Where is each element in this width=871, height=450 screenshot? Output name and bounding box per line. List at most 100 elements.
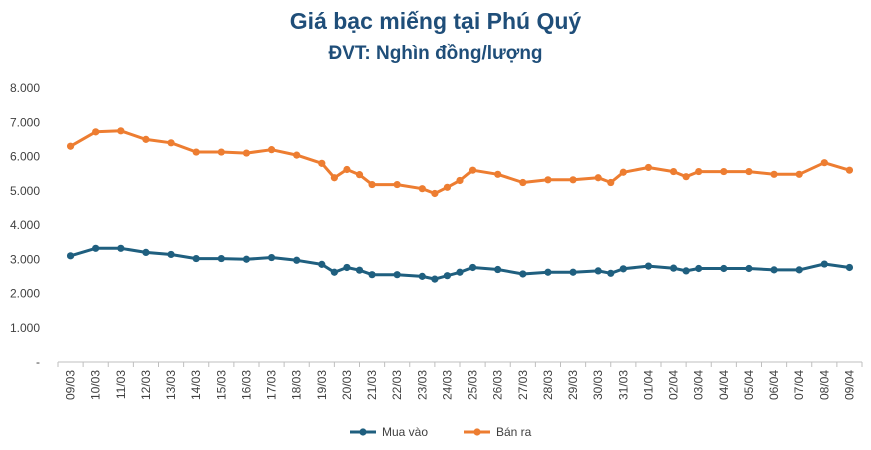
series-point [393, 180, 401, 189]
series-point [355, 171, 364, 179]
series-point [242, 149, 251, 157]
series-point [456, 268, 464, 276]
series-point [443, 183, 452, 191]
x-tick-label: 03/04 [692, 370, 706, 400]
series-point [167, 139, 175, 147]
series-point [845, 166, 854, 174]
series-point [242, 255, 251, 263]
legend-swatch-marker [359, 428, 367, 436]
series-point [644, 262, 653, 270]
series-point [494, 170, 502, 178]
series-point [544, 268, 552, 276]
series-point [343, 263, 351, 272]
series-point [92, 128, 100, 136]
x-tick-label: 12/03 [139, 370, 153, 400]
series-point [720, 264, 728, 273]
series-point [745, 264, 753, 273]
legend-label: Mua vào [382, 425, 428, 439]
chart-title: Giá bạc miếng tại Phú Quý [289, 8, 582, 34]
x-tick-label: 02/04 [667, 370, 681, 400]
y-tick-label: 6.000 [10, 150, 40, 164]
series-point [318, 260, 326, 268]
series-point [368, 180, 376, 189]
series-point [217, 148, 225, 156]
x-tick-label: 27/03 [516, 370, 530, 400]
series-point [494, 265, 502, 274]
legend-swatch-marker [473, 428, 481, 436]
series-point [594, 267, 602, 275]
series-point [594, 174, 602, 182]
series-line [69, 129, 850, 195]
x-tick-label: 07/04 [792, 370, 806, 400]
x-tick-label: 25/03 [466, 370, 480, 400]
series-point [343, 165, 351, 174]
series-point [318, 159, 326, 167]
series-point [720, 167, 728, 176]
series-point [770, 266, 778, 274]
series-point [820, 260, 828, 268]
series-point [682, 267, 690, 275]
y-tick-label: 8.000 [10, 81, 40, 95]
x-tick-label: 28/03 [541, 370, 555, 400]
series-point [544, 176, 552, 184]
y-tick-label: 5.000 [10, 184, 40, 198]
x-tick-label: 11/03 [114, 370, 128, 399]
chart-subtitle: ĐVT: Nghìn đồng/lượng [328, 43, 543, 64]
series-point [669, 264, 678, 272]
series-point [569, 176, 577, 184]
x-tick-label: 14/03 [189, 370, 203, 400]
series-point [355, 266, 364, 274]
series-point [619, 265, 627, 273]
y-tick-label: - [36, 355, 40, 369]
series-point [142, 248, 150, 256]
series-point [66, 252, 75, 260]
series-point [845, 263, 854, 272]
series-point [519, 270, 527, 278]
x-tick-label: 04/04 [717, 370, 731, 400]
series-point [468, 263, 477, 272]
series-point [443, 272, 452, 280]
series-point [192, 254, 200, 263]
x-tick-label: 09/04 [842, 370, 856, 400]
x-tick-label: 24/03 [440, 370, 454, 400]
series-point [669, 167, 678, 176]
x-tick-label: 19/03 [315, 370, 329, 400]
x-tick-label: 18/03 [290, 370, 304, 400]
y-tick-label: 1.000 [10, 321, 40, 335]
series-point [142, 135, 150, 143]
series-point [192, 148, 200, 156]
y-tick-label: 7.000 [10, 115, 40, 129]
x-tick-label: 08/04 [817, 370, 831, 400]
x-tick-label: 15/03 [214, 370, 228, 400]
x-tick-label: 06/04 [767, 370, 781, 400]
x-tick-label: 09/03 [64, 370, 78, 400]
x-tick-label: 21/03 [365, 370, 379, 400]
series-point [117, 244, 125, 252]
series-point [770, 170, 778, 178]
series-point [66, 142, 75, 150]
series-point [695, 264, 703, 273]
series-point [418, 272, 426, 280]
series-point [92, 244, 100, 252]
series-point [695, 167, 703, 176]
series-point [393, 271, 401, 279]
x-tick-label: 17/03 [265, 370, 279, 400]
series-point [607, 269, 615, 277]
series-point [745, 167, 753, 176]
series-point [418, 185, 426, 193]
x-tick-label: 16/03 [239, 370, 253, 400]
x-tick-label: 30/03 [591, 370, 605, 400]
x-tick-label: 01/04 [641, 370, 655, 400]
x-tick-label: 29/03 [566, 370, 580, 400]
series-point [117, 127, 125, 135]
series-point [619, 168, 627, 176]
series-point [682, 173, 690, 181]
series-point [330, 268, 338, 276]
x-tick-label: 20/03 [340, 370, 354, 400]
series-point [795, 170, 803, 178]
series-point [569, 268, 577, 276]
series-point [644, 163, 653, 172]
series-point [167, 250, 175, 259]
